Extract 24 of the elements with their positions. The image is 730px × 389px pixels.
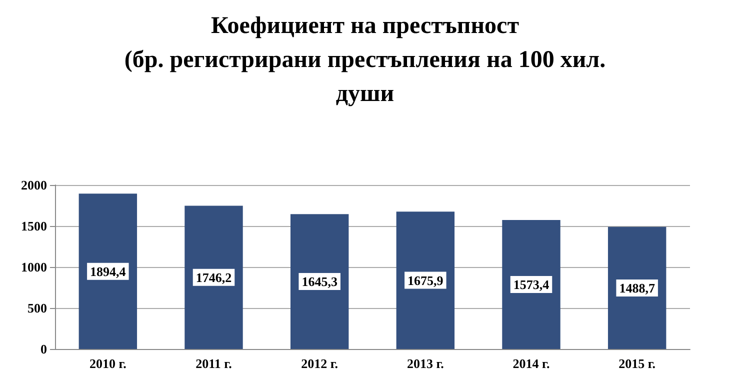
data-label: 1488,7 xyxy=(619,280,656,296)
data-label: 1675,9 xyxy=(408,272,444,288)
y-tick-label: 1000 xyxy=(21,260,47,274)
x-tick-label: 2013 г. xyxy=(406,356,444,371)
chart-title: Коефициент на престъпност (бр. регистрирани престъпления на 100 хил. души xyxy=(124,13,606,107)
bar xyxy=(608,226,666,349)
x-tick-label: 2011 г. xyxy=(196,356,232,371)
x-tick-label: 2014 г. xyxy=(512,356,550,371)
bar xyxy=(502,220,560,349)
bar xyxy=(396,212,455,349)
y-tick-label: 500 xyxy=(28,300,47,316)
bar xyxy=(78,194,138,349)
data-label: 1894,4 xyxy=(90,264,126,279)
data-label: 1645,3 xyxy=(302,274,338,290)
data-label: 1746,2 xyxy=(196,270,232,285)
y-tick-label: 0 xyxy=(40,342,47,356)
x-tick-label: 2015 г. xyxy=(618,356,656,371)
y-tick-label: 2000 xyxy=(21,178,47,192)
bar xyxy=(184,206,243,349)
bar xyxy=(290,214,349,349)
x-tick-label: 2010 г. xyxy=(89,356,126,371)
y-tick-label: 1500 xyxy=(21,218,47,234)
x-tick-label: 2012 г. xyxy=(301,356,338,371)
data-label: 1573,4 xyxy=(513,276,550,292)
